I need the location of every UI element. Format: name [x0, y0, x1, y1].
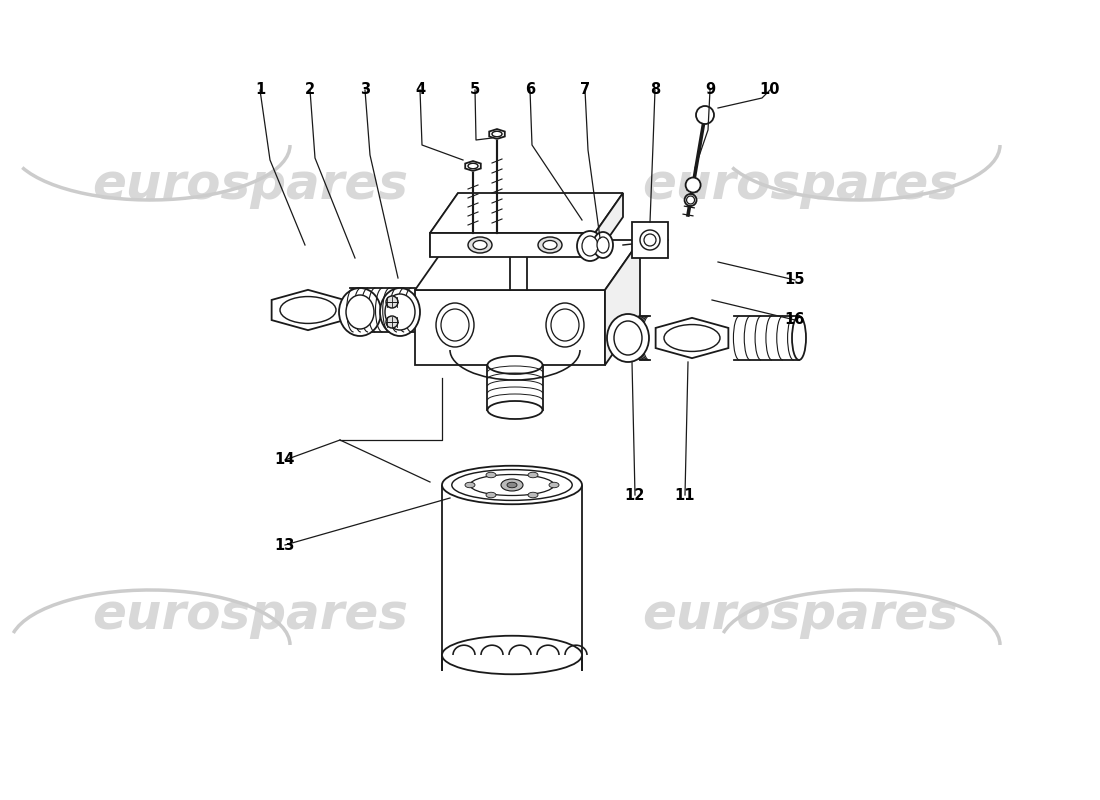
- Ellipse shape: [685, 178, 701, 193]
- Text: 6: 6: [525, 82, 535, 98]
- Ellipse shape: [500, 479, 522, 491]
- Ellipse shape: [696, 106, 714, 124]
- Text: 2: 2: [305, 82, 315, 98]
- Polygon shape: [632, 222, 668, 258]
- Ellipse shape: [792, 316, 806, 360]
- Text: 16: 16: [784, 313, 805, 327]
- Ellipse shape: [442, 466, 582, 504]
- Ellipse shape: [339, 288, 381, 336]
- Ellipse shape: [486, 472, 496, 478]
- Ellipse shape: [593, 232, 613, 258]
- Text: 5: 5: [470, 82, 480, 98]
- Polygon shape: [595, 193, 623, 257]
- Text: 3: 3: [360, 82, 370, 98]
- Ellipse shape: [492, 131, 502, 137]
- Ellipse shape: [465, 482, 475, 488]
- Polygon shape: [430, 193, 458, 257]
- Polygon shape: [415, 290, 605, 365]
- Text: 11: 11: [674, 487, 695, 502]
- Ellipse shape: [385, 294, 415, 330]
- Ellipse shape: [442, 636, 582, 674]
- Polygon shape: [430, 193, 623, 233]
- Ellipse shape: [346, 295, 374, 329]
- Ellipse shape: [551, 309, 579, 341]
- Polygon shape: [415, 240, 640, 290]
- Text: 8: 8: [650, 82, 660, 98]
- Ellipse shape: [452, 470, 572, 501]
- Text: eurospares: eurospares: [642, 161, 958, 209]
- Ellipse shape: [582, 236, 598, 256]
- Ellipse shape: [614, 321, 642, 355]
- Ellipse shape: [379, 288, 420, 336]
- Text: 4: 4: [415, 82, 425, 98]
- Text: 7: 7: [580, 82, 590, 98]
- Ellipse shape: [441, 309, 469, 341]
- Ellipse shape: [528, 472, 538, 478]
- Text: 9: 9: [705, 82, 715, 98]
- Ellipse shape: [468, 237, 492, 253]
- Polygon shape: [605, 240, 640, 365]
- Ellipse shape: [578, 231, 603, 261]
- Ellipse shape: [473, 241, 487, 250]
- Text: 13: 13: [275, 538, 295, 553]
- Ellipse shape: [487, 401, 542, 419]
- Text: 10: 10: [760, 82, 780, 98]
- Text: eurospares: eurospares: [642, 591, 958, 639]
- Polygon shape: [430, 233, 595, 257]
- Text: eurospares: eurospares: [92, 161, 408, 209]
- Ellipse shape: [549, 482, 559, 488]
- Text: eurospares: eurospares: [92, 591, 408, 639]
- Ellipse shape: [684, 194, 696, 206]
- Text: 1: 1: [255, 82, 265, 98]
- Text: 14: 14: [275, 453, 295, 467]
- Ellipse shape: [664, 325, 720, 351]
- Text: 15: 15: [784, 273, 805, 287]
- Ellipse shape: [538, 237, 562, 253]
- Ellipse shape: [607, 314, 649, 362]
- Ellipse shape: [507, 482, 517, 488]
- Ellipse shape: [436, 303, 474, 347]
- Ellipse shape: [487, 356, 542, 374]
- Text: 12: 12: [625, 487, 646, 502]
- Ellipse shape: [644, 234, 656, 246]
- Ellipse shape: [686, 196, 694, 204]
- Ellipse shape: [640, 230, 660, 250]
- Ellipse shape: [386, 316, 398, 328]
- Ellipse shape: [280, 297, 336, 323]
- Ellipse shape: [470, 474, 554, 495]
- Polygon shape: [490, 129, 505, 139]
- Ellipse shape: [597, 237, 609, 253]
- Polygon shape: [272, 290, 344, 330]
- Ellipse shape: [543, 241, 557, 250]
- Ellipse shape: [486, 492, 496, 498]
- Ellipse shape: [528, 492, 538, 498]
- Polygon shape: [656, 318, 728, 358]
- Ellipse shape: [546, 303, 584, 347]
- Polygon shape: [465, 161, 481, 171]
- Ellipse shape: [468, 163, 478, 169]
- Ellipse shape: [386, 296, 398, 308]
